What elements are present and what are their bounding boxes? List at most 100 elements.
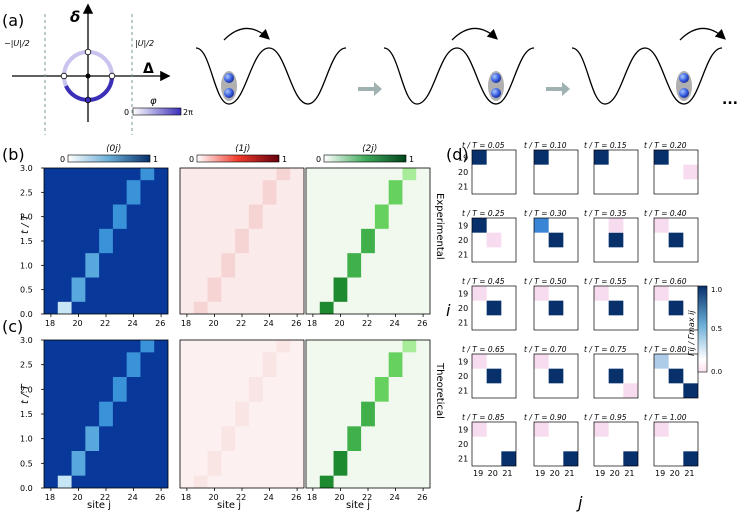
d-rowtick-8-1: 20 bbox=[458, 304, 468, 313]
xtick-label-th-2-1: 20 bbox=[334, 493, 344, 502]
heatmap-cell-th-1-19 bbox=[193, 475, 208, 488]
ytick-label-th-3: 1.5 bbox=[20, 410, 33, 419]
d-title-4: t / T = 0.25 bbox=[462, 209, 505, 218]
colorbars: ⟨0j⟩ 0 1 ⟨1j⟩ 0 1 ⟨2j⟩ 0 1 bbox=[60, 144, 414, 164]
xtick-label-exp-0-3: 24 bbox=[128, 319, 138, 328]
xtick-label-th-1-2: 22 bbox=[236, 493, 246, 502]
row-label-theoretical: Theoretical bbox=[434, 362, 445, 419]
xtick-label-exp-2-4: 26 bbox=[417, 319, 427, 328]
heatmap-cell-exp-0-22 bbox=[99, 228, 113, 254]
heatmap-cell-th-1-20 bbox=[207, 451, 222, 476]
d-rowtick-16-1: 20 bbox=[458, 440, 468, 449]
d-cell-19-0 bbox=[683, 451, 698, 466]
d-cell-7-1 bbox=[654, 218, 669, 233]
d-frame-12 bbox=[471, 353, 517, 399]
d-rowtick-4-2: 21 bbox=[458, 251, 468, 260]
heatmap-cell-th-2-24 bbox=[388, 352, 403, 377]
ytick-label-exp-6: 3.0 bbox=[20, 164, 33, 173]
d-frame-17 bbox=[533, 421, 579, 467]
d-cell-6-1 bbox=[608, 218, 624, 233]
d-frame-9 bbox=[533, 285, 579, 331]
colorbar-min-1: 0 bbox=[189, 155, 194, 164]
particle-upper-1 bbox=[224, 73, 234, 83]
xtick-label-th-0-1: 20 bbox=[72, 493, 82, 502]
heatmap-cell-th-2-22 bbox=[361, 401, 375, 427]
ytick-label-th-5: 2.5 bbox=[20, 361, 33, 370]
d-cell-12-1 bbox=[472, 354, 487, 369]
d-rowtick-0-0: 19 bbox=[458, 153, 468, 162]
d-title-6: t / T = 0.35 bbox=[584, 209, 627, 218]
phase-point-left bbox=[60, 72, 68, 80]
heatmaps: 0.0 0.5 1.0 1.5 2.0 2.5 3.0 18 20 22 24 26 18 20 22 24 2… bbox=[20, 164, 431, 502]
phase-point-center bbox=[85, 73, 91, 79]
d-cell-4-1 bbox=[486, 232, 502, 248]
xtick-label-th-0-4: 26 bbox=[155, 493, 165, 502]
d-cell-10-0 bbox=[608, 300, 624, 316]
colorbar-label-2: ⟨2j⟩ bbox=[362, 144, 377, 154]
ytick-label-th-1: 0.5 bbox=[20, 459, 33, 468]
d-rowtick-12-2: 21 bbox=[458, 387, 468, 396]
colorbar-0 bbox=[67, 154, 151, 163]
d-coltick-19-2: 21 bbox=[684, 469, 694, 478]
heatmap-cell-exp-0-20 bbox=[71, 277, 86, 302]
colorbar-max-0: 1 bbox=[153, 155, 158, 164]
d-frame-1 bbox=[533, 149, 579, 195]
heatmap-cell-exp-2-23 bbox=[374, 204, 389, 229]
d-title-18: t / T = 0.95 bbox=[584, 413, 627, 422]
d-frame-3 bbox=[653, 149, 699, 195]
d-frame-7 bbox=[653, 217, 699, 263]
colorbar-min-0: 0 bbox=[60, 155, 65, 164]
d-cbar-tick-top: 1.0 bbox=[711, 286, 722, 294]
correlation-grid: t / T = 0.05 19 20 21 t / T = 0.10 t / T = 0.… bbox=[458, 141, 699, 478]
phase-arc bbox=[64, 75, 114, 103]
neg-bound-label: −|U|/2 bbox=[4, 39, 30, 48]
d-cell-14-0 bbox=[608, 368, 624, 384]
xtick-label-th-0-2: 22 bbox=[100, 493, 110, 502]
d-title-12: t / T = 0.65 bbox=[462, 345, 505, 354]
xtick-label-th-1-0: 18 bbox=[181, 493, 191, 502]
xtick-label-th-2-2: 22 bbox=[362, 493, 372, 502]
d-cell-18-1 bbox=[594, 422, 609, 437]
ellipsis: ... bbox=[722, 92, 738, 108]
hop-arrow-3 bbox=[679, 27, 726, 41]
d-coltick-16-0: 19 bbox=[473, 469, 483, 478]
d-frame-2 bbox=[593, 149, 639, 195]
xtick-label-th-1-3: 24 bbox=[264, 493, 274, 502]
heatmap-cell-th-1-23 bbox=[248, 377, 263, 402]
d-cell-8-1 bbox=[472, 286, 487, 301]
phase-point-right bbox=[108, 72, 116, 80]
ylabel-b: t / T bbox=[20, 213, 31, 234]
d-title-7: t / T = 0.40 bbox=[644, 209, 687, 218]
xtick-label-th-1-1: 20 bbox=[208, 493, 218, 502]
d-cell-14-1 bbox=[623, 383, 638, 398]
heatmap-cell-exp-1-20 bbox=[207, 277, 222, 302]
d-cell-8-0 bbox=[486, 300, 502, 316]
xtick-label-exp-2-3: 24 bbox=[390, 319, 400, 328]
heatmap-cell-th-0-20 bbox=[71, 451, 86, 476]
d-cell-11-1 bbox=[654, 286, 669, 301]
delta-label: δ bbox=[70, 8, 80, 26]
d-rowtick-0-1: 20 bbox=[458, 168, 468, 177]
xtick-label-exp-0-1: 20 bbox=[72, 319, 82, 328]
phase-diagram: δ Δ −|U|/2 |U|/2 φ 0 2π bbox=[4, 3, 193, 135]
heatmap-cell-th-2-19 bbox=[319, 475, 334, 488]
phi-colorbar bbox=[132, 107, 182, 116]
d-frame-8 bbox=[471, 285, 517, 331]
heatmap-cell-exp-0-21 bbox=[85, 253, 100, 278]
heatmap-cell-th-1-22 bbox=[235, 401, 249, 427]
d-rowtick-16-0: 19 bbox=[458, 425, 468, 434]
d-cbar-label: Γij / Γmax ij bbox=[687, 310, 696, 356]
colorbar-min-2: 0 bbox=[316, 155, 321, 164]
xtick-label-exp-0-4: 26 bbox=[155, 319, 165, 328]
d-frame-14 bbox=[593, 353, 639, 399]
d-coltick-18-1: 20 bbox=[610, 469, 620, 478]
step-arrow-2 bbox=[546, 82, 570, 96]
row-label-experimental: Experimental bbox=[434, 193, 445, 260]
ylabel-c: t / T bbox=[20, 383, 31, 404]
double-well-2 bbox=[383, 47, 535, 105]
phi-max: 2π bbox=[183, 108, 193, 117]
heatmap-cell-th-1-21 bbox=[221, 426, 236, 451]
heatmap-cell-exp-0-25 bbox=[140, 168, 155, 181]
d-frame-10 bbox=[593, 285, 639, 331]
d-rowtick-4-0: 19 bbox=[458, 221, 468, 230]
